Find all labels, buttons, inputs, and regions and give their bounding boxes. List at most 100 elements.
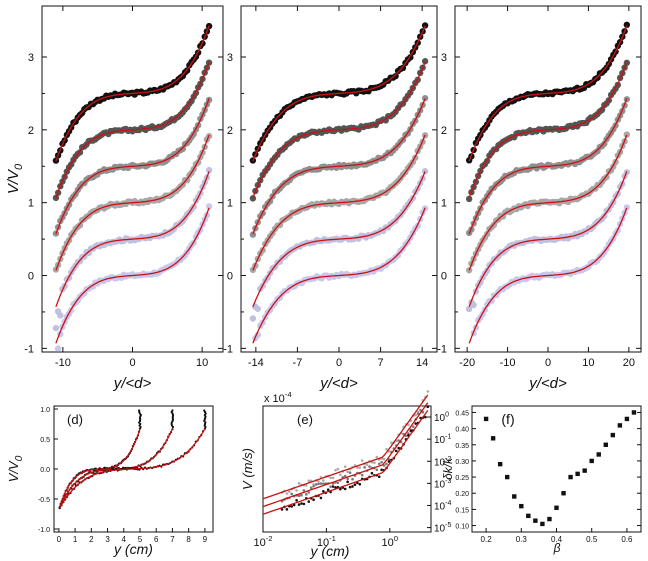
x-tick-label: 9 bbox=[203, 535, 208, 544]
data-point bbox=[336, 481, 340, 484]
data-point bbox=[322, 482, 325, 485]
data-point bbox=[505, 474, 510, 480]
data-point bbox=[483, 416, 489, 422]
data-point bbox=[326, 488, 330, 492]
data-point bbox=[309, 486, 313, 490]
data-point bbox=[596, 452, 601, 457]
data-point bbox=[373, 461, 376, 464]
data-point bbox=[319, 482, 323, 485]
y-tick-label: -1 bbox=[24, 343, 34, 355]
series-2 bbox=[52, 132, 213, 273]
fit-curve bbox=[468, 207, 628, 344]
y-tick-label: 10-5 bbox=[434, 522, 451, 535]
x-tick-label: -14 bbox=[248, 357, 264, 369]
data-point bbox=[465, 195, 473, 203]
x-axis-label: y (cm) bbox=[310, 543, 350, 559]
data-point bbox=[297, 494, 301, 498]
y-axis-label: δk/k bbox=[441, 457, 455, 480]
data-point bbox=[407, 432, 410, 435]
data-point bbox=[465, 305, 473, 313]
x-axis-label: y (cm) bbox=[113, 541, 153, 557]
y-tick-label-base: 10 bbox=[434, 413, 446, 424]
x-tick-label: 0 bbox=[129, 357, 135, 369]
y-tick-label: 0.45 bbox=[455, 410, 469, 417]
data-point bbox=[561, 491, 566, 496]
data-point bbox=[380, 460, 383, 464]
y-tick-label-base: 10 bbox=[434, 435, 446, 446]
fit-curve bbox=[55, 207, 210, 344]
data-point bbox=[290, 505, 294, 508]
data-point bbox=[334, 486, 337, 489]
series-0 bbox=[54, 203, 213, 352]
x-tick-label: 0.3 bbox=[516, 535, 528, 544]
y-tick-label-base: 10 bbox=[434, 479, 446, 490]
x-tick-label: 7 bbox=[378, 357, 384, 369]
x-tick-label: 4 bbox=[122, 535, 127, 544]
x-tick-label: 2 bbox=[89, 535, 94, 544]
y-tick-label: 10-3 bbox=[434, 478, 451, 491]
axis-multiplier-exp: -4 bbox=[285, 390, 293, 399]
y-axis-label: V/V0 bbox=[5, 163, 25, 194]
x-tick-label: 7 bbox=[170, 535, 175, 544]
data-point bbox=[358, 482, 362, 486]
data-point bbox=[317, 480, 320, 483]
y-tick-label: 0.5 bbox=[40, 437, 50, 444]
y-tick-label: 0.15 bbox=[455, 507, 469, 514]
y-tick-label: -1 bbox=[437, 343, 447, 355]
series-4 bbox=[249, 58, 429, 202]
data-point bbox=[312, 498, 315, 501]
data-point bbox=[370, 471, 374, 475]
y-tick-label: 100 bbox=[434, 412, 449, 425]
x-axis-label: y/<d> bbox=[528, 375, 567, 392]
plot-frame bbox=[262, 405, 432, 533]
x-tick-label: 5 bbox=[138, 535, 143, 544]
x-tick-label-base: 10 bbox=[253, 537, 265, 549]
data-point bbox=[631, 410, 637, 415]
data-point bbox=[203, 409, 206, 412]
series-5 bbox=[249, 22, 429, 164]
data-point bbox=[368, 465, 371, 468]
axis-multiplier: x 10-4 bbox=[264, 390, 292, 405]
series-4 bbox=[465, 59, 631, 203]
data-point bbox=[346, 470, 349, 474]
y-tick-label: 0.25 bbox=[455, 475, 469, 482]
fit-curve bbox=[252, 171, 426, 308]
data-point bbox=[300, 502, 303, 505]
data-point bbox=[319, 496, 323, 500]
data-point bbox=[519, 503, 524, 509]
data-point bbox=[307, 479, 311, 483]
data-point bbox=[249, 315, 257, 322]
y-axis-label-main: V/V bbox=[5, 168, 22, 194]
x-axis-label: y/<d> bbox=[319, 375, 358, 392]
data-point bbox=[343, 474, 347, 478]
data-point bbox=[329, 476, 332, 480]
data-point bbox=[339, 473, 342, 477]
y-axis-label-sub: 0 bbox=[14, 455, 25, 461]
data-point bbox=[547, 516, 552, 522]
y-axis-label-main: V/V bbox=[6, 460, 21, 482]
data-point bbox=[295, 489, 298, 492]
data-point bbox=[385, 447, 388, 451]
data-point bbox=[329, 485, 332, 488]
y-tick-label-exp: -2 bbox=[445, 456, 451, 463]
fit-curve bbox=[252, 98, 426, 235]
series-0 bbox=[468, 204, 631, 344]
data-point bbox=[610, 432, 616, 438]
x-tick-label: 6 bbox=[154, 535, 159, 544]
fit-curve bbox=[59, 428, 141, 507]
fit-line bbox=[262, 410, 429, 515]
data-point bbox=[397, 439, 400, 442]
data-point bbox=[470, 301, 477, 309]
data-point bbox=[351, 485, 354, 488]
x-tick-label: -20 bbox=[459, 357, 475, 369]
x-tick-label: 0 bbox=[545, 357, 551, 369]
data-point bbox=[334, 468, 337, 472]
data-point bbox=[409, 429, 413, 433]
data-point bbox=[387, 458, 391, 461]
panel-label: (e) bbox=[297, 412, 313, 427]
data-point bbox=[424, 415, 427, 419]
data-point bbox=[54, 345, 62, 352]
data-point bbox=[533, 518, 538, 523]
